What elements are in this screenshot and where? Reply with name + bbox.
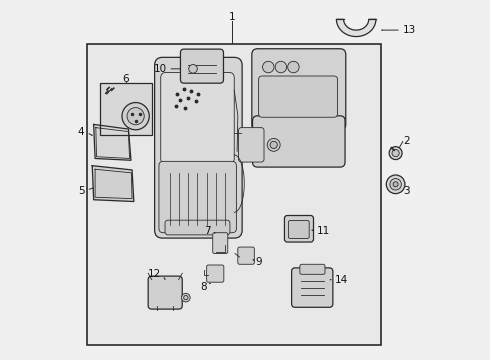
FancyBboxPatch shape <box>238 247 254 264</box>
Circle shape <box>267 138 280 151</box>
Circle shape <box>392 149 399 157</box>
Circle shape <box>189 64 197 73</box>
Text: 8: 8 <box>201 282 207 292</box>
FancyBboxPatch shape <box>155 57 242 238</box>
Circle shape <box>181 293 190 302</box>
Text: 13: 13 <box>403 25 416 35</box>
Circle shape <box>184 296 188 300</box>
Circle shape <box>288 61 299 73</box>
Text: 6: 6 <box>122 74 129 84</box>
Circle shape <box>386 175 405 194</box>
Polygon shape <box>94 125 131 160</box>
Text: 7: 7 <box>204 226 211 236</box>
Text: 3: 3 <box>403 186 410 197</box>
FancyBboxPatch shape <box>252 49 346 130</box>
Text: 10: 10 <box>154 64 167 74</box>
FancyBboxPatch shape <box>159 161 236 233</box>
Circle shape <box>270 141 277 148</box>
Text: 4: 4 <box>78 127 84 136</box>
FancyBboxPatch shape <box>285 216 314 242</box>
FancyBboxPatch shape <box>180 49 223 83</box>
Bar <box>87 44 381 345</box>
Text: 14: 14 <box>335 275 348 285</box>
Text: 11: 11 <box>317 226 330 236</box>
Bar <box>100 83 152 135</box>
Text: 9: 9 <box>255 257 262 267</box>
FancyBboxPatch shape <box>148 276 182 309</box>
Text: 2: 2 <box>403 136 410 145</box>
Circle shape <box>263 61 274 73</box>
FancyBboxPatch shape <box>300 264 325 274</box>
Polygon shape <box>92 166 134 202</box>
Circle shape <box>393 182 398 187</box>
Text: 12: 12 <box>148 269 161 279</box>
FancyBboxPatch shape <box>289 221 309 238</box>
FancyBboxPatch shape <box>207 265 224 282</box>
FancyBboxPatch shape <box>213 233 228 253</box>
Circle shape <box>390 179 401 190</box>
FancyBboxPatch shape <box>165 220 230 235</box>
FancyBboxPatch shape <box>161 72 234 164</box>
Text: 1: 1 <box>229 12 236 22</box>
FancyBboxPatch shape <box>239 128 264 162</box>
Circle shape <box>127 108 144 125</box>
Polygon shape <box>337 19 376 37</box>
FancyBboxPatch shape <box>252 116 345 167</box>
FancyBboxPatch shape <box>259 76 338 117</box>
Circle shape <box>389 147 402 159</box>
Circle shape <box>122 103 149 130</box>
FancyBboxPatch shape <box>292 268 333 307</box>
Text: 5: 5 <box>78 186 84 196</box>
Circle shape <box>275 61 287 73</box>
